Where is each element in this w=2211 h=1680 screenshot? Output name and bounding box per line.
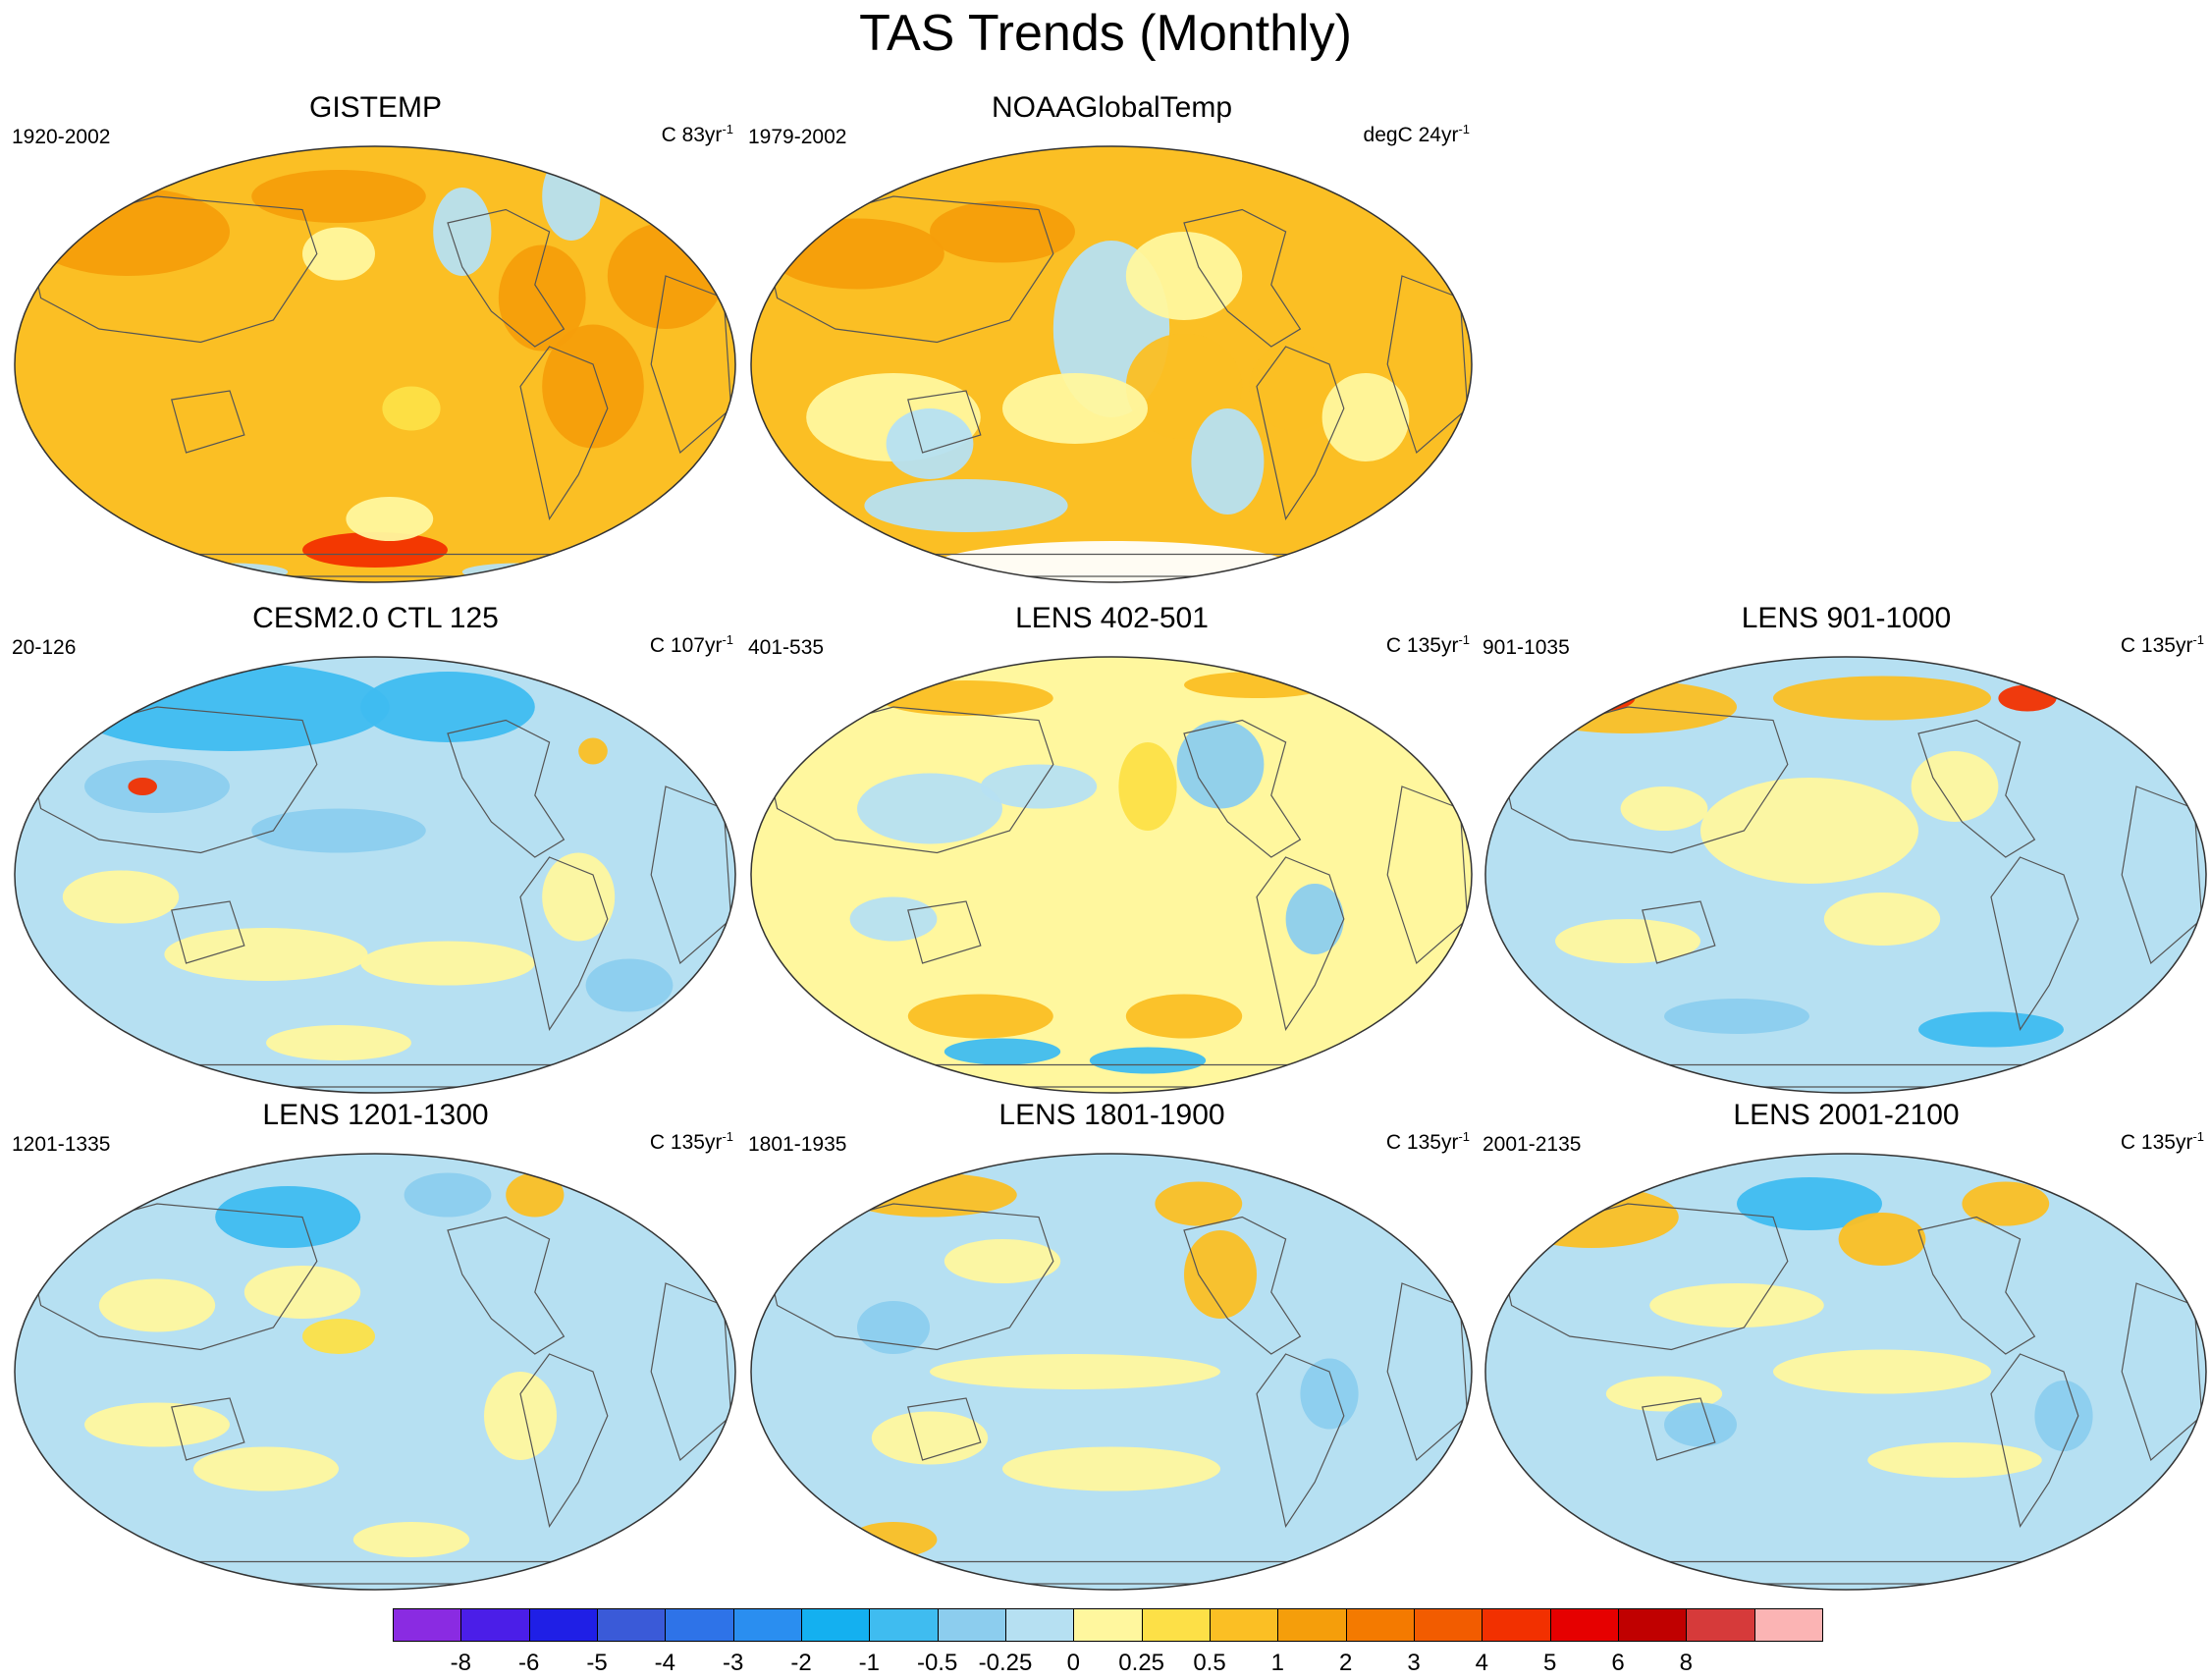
colorbar-label: 3	[1407, 1650, 1421, 1676]
colorbar-label: -0.25	[978, 1650, 1033, 1676]
colorbar-swatch	[528, 1608, 598, 1642]
colorbar-swatch	[732, 1608, 802, 1642]
colorbar-label: -6	[517, 1650, 540, 1676]
colorbar-swatch	[1686, 1608, 1755, 1642]
panel-lens-1201: LENS 1201-1300 1201-1335 C 135yr-1	[10, 1098, 741, 1608]
trend-map	[1484, 656, 2207, 1094]
unit-label: C 135yr-1	[1385, 632, 1470, 657]
colorbar-swatch	[665, 1608, 734, 1642]
unit-label: C 107yr-1	[649, 632, 733, 657]
colorbar-swatch	[1753, 1608, 1823, 1642]
panel-title: CESM2.0 CTL 125	[252, 602, 499, 634]
colorbar-swatch	[1482, 1608, 1551, 1642]
colorbar-label: -5	[586, 1650, 608, 1676]
period-label: 401-535	[748, 636, 825, 659]
unit-label: C 135yr-1	[2120, 632, 2204, 657]
period-label: 20-126	[12, 636, 77, 659]
trend-map	[1484, 1153, 2207, 1591]
trend-map	[750, 656, 1473, 1094]
trend-map	[14, 145, 736, 583]
colorbar-label: 0.25	[1118, 1650, 1165, 1676]
panel-cesm-ctl: CESM2.0 CTL 125 20-126 C 107yr-1	[10, 601, 741, 1111]
period-label: 901-1035	[1483, 636, 1570, 659]
period-label: 1979-2002	[748, 126, 847, 148]
panel-title: LENS 1201-1300	[262, 1099, 489, 1131]
trend-map	[14, 656, 736, 1094]
panel-title: LENS 901-1000	[1741, 602, 1952, 634]
colorbar-swatch	[869, 1608, 939, 1642]
colorbar-label: 5	[1542, 1650, 1557, 1676]
colorbar-swatch	[597, 1608, 667, 1642]
panel-lens-2001: LENS 2001-2100 2001-2135 C 135yr-1	[1481, 1098, 2211, 1608]
panel-gistemp: GISTEMP 1920-2002 C 83yr-1	[10, 90, 741, 601]
colorbar-swatch	[801, 1608, 871, 1642]
colorbar-label: -8	[450, 1650, 471, 1676]
colorbar-swatch	[1618, 1608, 1688, 1642]
panel-title: LENS 2001-2100	[1733, 1099, 1960, 1131]
unit-label: C 135yr-1	[1385, 1129, 1470, 1154]
period-label: 1201-1335	[12, 1133, 111, 1156]
trend-map	[750, 145, 1473, 583]
panel-title: NOAAGlobalTemp	[991, 91, 1233, 124]
trend-map	[750, 1153, 1473, 1591]
colorbar-label: -4	[654, 1650, 675, 1676]
colorbar-label: 0	[1066, 1650, 1080, 1676]
colorbar-swatch	[1345, 1608, 1415, 1642]
period-label: 2001-2135	[1483, 1133, 1582, 1156]
figure-title: TAS Trends (Monthly)	[859, 5, 1352, 62]
panel-lens-402: LENS 402-501 401-535 C 135yr-1	[746, 601, 1478, 1111]
period-label: 1920-2002	[12, 126, 111, 148]
colorbar-label: 2	[1338, 1650, 1353, 1676]
colorbar-swatch	[1549, 1608, 1619, 1642]
colorbar-label: -3	[722, 1650, 744, 1676]
unit-label: C 83yr-1	[661, 122, 733, 146]
colorbar-label: 6	[1611, 1650, 1625, 1676]
panel-noaa: NOAAGlobalTemp 1979-2002 degC 24yr-1	[746, 90, 1478, 601]
colorbar-swatch	[1414, 1608, 1483, 1642]
colorbar-label: 4	[1475, 1650, 1488, 1676]
colorbar-swatch	[937, 1608, 1006, 1642]
colorbar-label: -1	[858, 1650, 880, 1676]
period-label: 1801-1935	[748, 1133, 847, 1156]
unit-label: degC 24yr-1	[1363, 122, 1470, 146]
colorbar-swatch	[460, 1608, 530, 1642]
colorbar-swatch	[1210, 1608, 1279, 1642]
colorbar-label: 8	[1679, 1650, 1693, 1676]
colorbar-label: 0.5	[1193, 1650, 1226, 1676]
trend-map	[14, 1153, 736, 1591]
panel-title: LENS 1801-1900	[998, 1099, 1225, 1131]
panel-title: GISTEMP	[308, 91, 442, 124]
colorbar	[393, 1608, 1823, 1644]
colorbar-swatch	[1277, 1608, 1347, 1642]
panel-title: LENS 402-501	[1015, 602, 1209, 634]
colorbar-swatch	[393, 1608, 462, 1642]
colorbar-label: -0.5	[916, 1650, 958, 1676]
colorbar-swatch	[1141, 1608, 1211, 1642]
panel-lens-1801: LENS 1801-1900 1801-1935 C 135yr-1	[746, 1098, 1478, 1608]
colorbar-label: -2	[790, 1650, 812, 1676]
unit-label: C 135yr-1	[2120, 1129, 2204, 1154]
panel-lens-901: LENS 901-1000 901-1035 C 135yr-1	[1481, 601, 2211, 1111]
colorbar-swatch	[1073, 1608, 1143, 1642]
colorbar-label: 1	[1270, 1650, 1284, 1676]
unit-label: C 135yr-1	[649, 1129, 733, 1154]
colorbar-swatch	[1005, 1608, 1075, 1642]
